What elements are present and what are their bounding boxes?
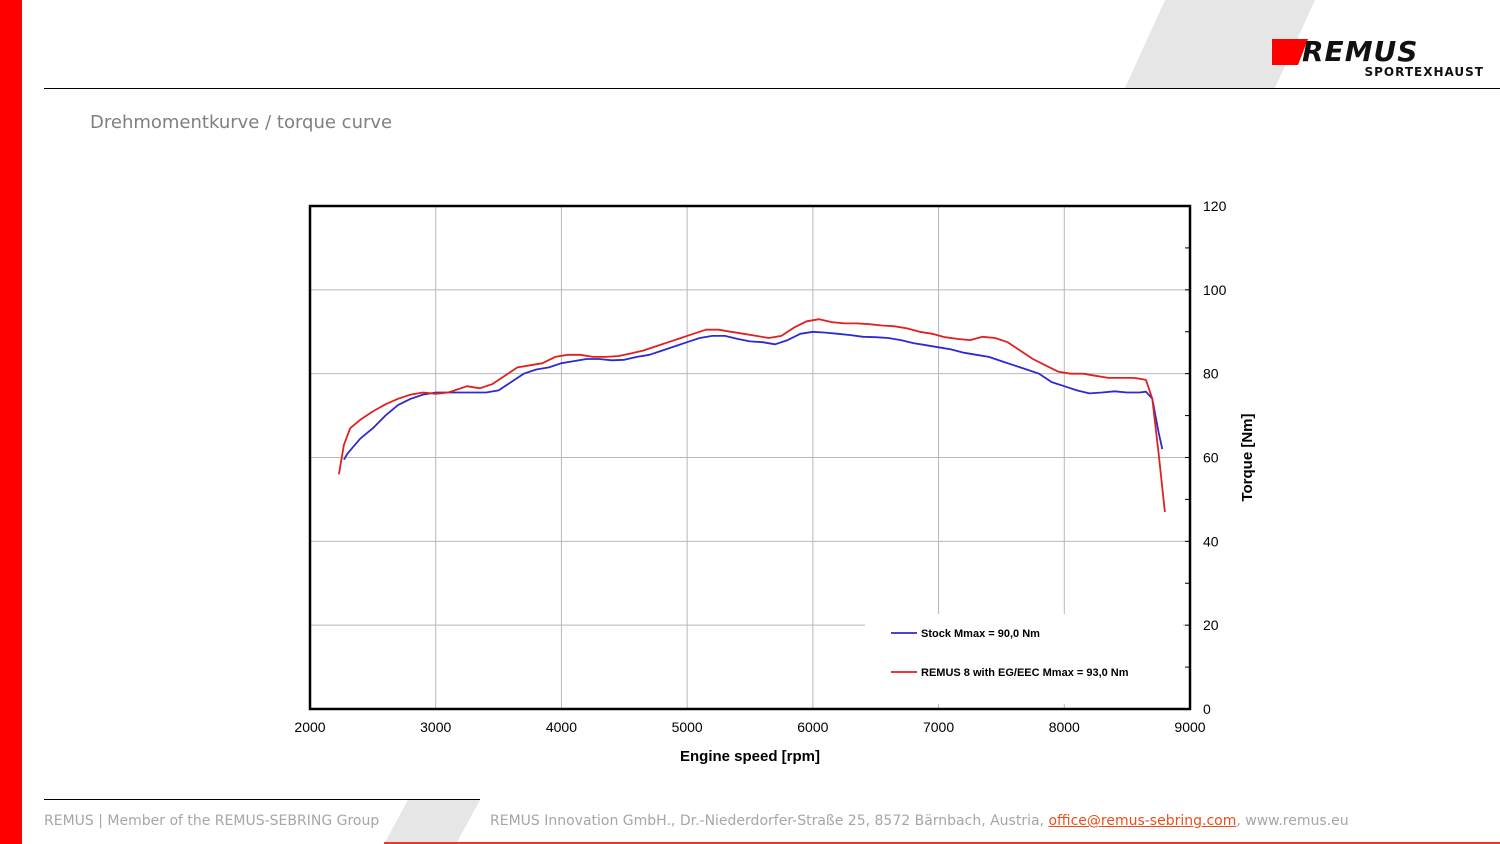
x-tick-label: 7000	[923, 719, 954, 735]
header-decoration	[1125, 0, 1315, 88]
y-tick-label: 20	[1203, 617, 1219, 633]
y-tick-label: 80	[1203, 366, 1219, 382]
logo-text: REMUS	[1302, 35, 1419, 68]
y-tick-label: 120	[1203, 198, 1227, 214]
series-line-1	[343, 330, 1164, 461]
footer-website[interactable]: www.remus.eu	[1245, 813, 1349, 829]
legend-box	[865, 614, 1183, 704]
y-axis-label: Torque [Nm]	[1239, 413, 1256, 501]
footer-address: REMUS Innovation GmbH., Dr.-Niederdorfer…	[490, 813, 1045, 829]
footer-decoration	[384, 800, 480, 844]
y-tick-label: 100	[1203, 282, 1227, 298]
x-tick-label: 9000	[1174, 719, 1205, 735]
x-tick-label: 3000	[420, 719, 451, 735]
footer-contact: REMUS Innovation GmbH., Dr.-Niederdorfer…	[490, 813, 1349, 829]
x-tick-label: 5000	[672, 719, 703, 735]
footer-group-text: REMUS | Member of the REMUS-SEBRING Grou…	[44, 813, 380, 829]
y-tick-label: 0	[1203, 701, 1211, 717]
footer-divider	[44, 799, 480, 800]
x-tick-label: 2000	[294, 719, 325, 735]
legend-label-1: Stock Mmax = 90,0 Nm	[921, 628, 1040, 640]
torque-chart: Stock Mmax = 90,0 Nm REMUS 8 with EG/EEC …	[294, 198, 1256, 765]
remus-logo: REMUS SPORTEXHAUST	[1270, 36, 1490, 86]
slide-title: Drehmomentkurve / torque curve	[90, 112, 393, 133]
x-tick-label: 8000	[1049, 719, 1080, 735]
logo-mark-icon	[1272, 39, 1308, 65]
plot-frame	[308, 204, 1192, 711]
chart-series	[338, 318, 1166, 513]
left-red-bar	[0, 0, 22, 844]
y-tick-label: 60	[1203, 450, 1219, 466]
x-tick-label: 6000	[797, 719, 828, 735]
footer-separator: ,	[1236, 813, 1241, 829]
y-tick-label: 40	[1203, 533, 1219, 549]
header-divider	[44, 88, 1500, 89]
logo-subtitle: SPORTEXHAUST	[1364, 65, 1484, 79]
series-line-2	[338, 318, 1166, 513]
footer-red-line	[384, 842, 1500, 844]
x-tick-label: 4000	[546, 719, 577, 735]
y-tick-labels: 0 20 40 60 80 100 120	[1203, 198, 1227, 717]
legend-label-2: REMUS 8 with EG/EEC Mmax = 93,0 Nm	[921, 667, 1129, 679]
x-tick-labels: 2000 3000 4000 5000 6000 7000 8000 9000	[294, 719, 1205, 735]
footer-email-link[interactable]: office@remus-sebring.com	[1048, 813, 1237, 829]
chart-legend: Stock Mmax = 90,0 Nm REMUS 8 with EG/EEC …	[865, 614, 1183, 704]
x-axis-label: Engine speed [rpm]	[680, 748, 820, 765]
